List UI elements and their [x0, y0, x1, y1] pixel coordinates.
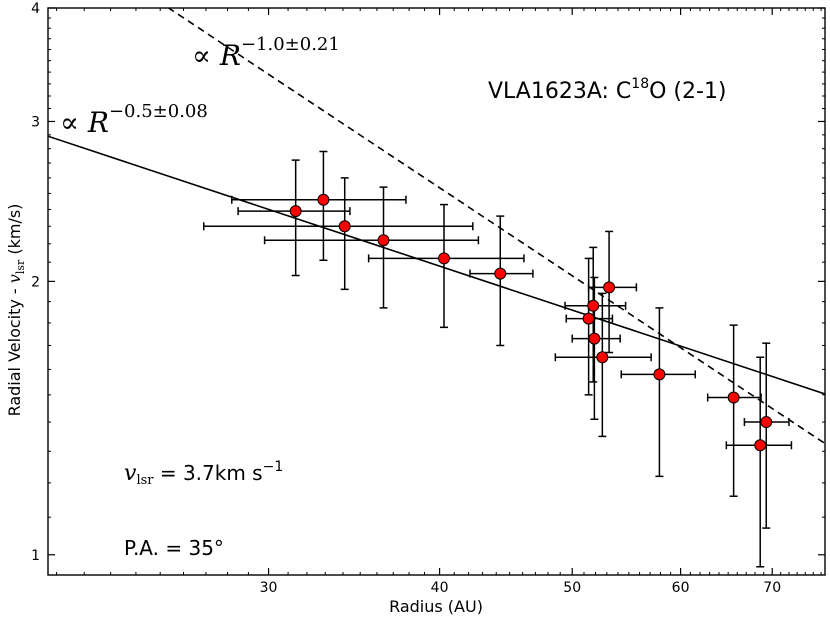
error-bars: [202, 150, 793, 568]
data-point-12: [727, 391, 740, 404]
y-axis-label: Radial Velocity - vlsr (km/s): [5, 204, 27, 417]
error-bar-14: [743, 342, 790, 529]
x-tick-label-3: 60: [672, 580, 690, 596]
data-point-7: [587, 299, 600, 312]
data-point-0: [289, 205, 302, 218]
data-markers: [289, 193, 773, 452]
vlsr-annotation: vlsr = 3.7km s−1: [124, 459, 283, 488]
data-point-13: [754, 439, 767, 452]
x-tick-label-0: 30: [260, 580, 278, 596]
fit-lines: [48, 8, 825, 445]
y-tick-label-1: 2: [31, 274, 40, 290]
error-bar-2: [202, 177, 474, 291]
fit-dashed-var: R: [219, 39, 241, 72]
error-bar-3: [263, 186, 480, 309]
y-axis-label-var: v: [5, 274, 24, 283]
data-point-3: [377, 234, 390, 247]
x-tick-label-1: 40: [431, 580, 449, 596]
data-point-10: [603, 281, 616, 294]
data-point-2: [338, 220, 351, 233]
vlsr-var: v: [124, 461, 137, 486]
error-bar-6: [565, 257, 614, 396]
title-main: VLA1623A: C: [488, 79, 631, 104]
plot-background: [48, 8, 825, 575]
fit-solid-annotation: ∝ R−0.5±0.08: [60, 101, 208, 139]
error-bar-11: [620, 307, 697, 478]
data-point-8: [588, 332, 601, 345]
data-point-4: [438, 252, 451, 265]
plot-frame: [47, 7, 826, 576]
fit-line-solid: [48, 135, 825, 395]
fit-dashed-annotation: ∝ R−1.0±0.21: [192, 34, 340, 72]
vlsr-unit-superscript: −1: [263, 459, 284, 475]
fit-dashed-prefix: ∝: [192, 39, 220, 72]
x-tick-label-4: 70: [763, 580, 781, 596]
axis-ticks: [48, 7, 825, 575]
y-tick-label-2: 3: [31, 114, 40, 130]
chart-title: VLA1623A: C18O (2-1): [488, 76, 727, 104]
position-angle-annotation: P.A. = 35°: [124, 536, 224, 560]
x-axis-label: Radius (AU): [389, 597, 483, 616]
fit-solid-prefix: ∝: [60, 106, 88, 139]
y-axis-label-prefix: Radial Velocity -: [5, 283, 24, 416]
title-superscript: 18: [631, 76, 649, 92]
data-point-14: [760, 416, 773, 429]
y-tick-label-0: 1: [31, 548, 40, 564]
y-tick-label-3: 4: [31, 1, 40, 17]
data-point-6: [582, 312, 595, 325]
fit-solid-var: R: [87, 106, 109, 139]
data-point-11: [653, 368, 666, 381]
data-point-5: [494, 267, 507, 280]
vlsr-value: = 3.7km s: [153, 461, 262, 485]
title-rest: O (2-1): [649, 79, 726, 104]
fit-dashed-exponent: −1.0±0.21: [241, 34, 340, 55]
vlsr-sub: lsr: [136, 473, 154, 488]
y-axis-label-unit: (km/s): [5, 204, 24, 260]
fit-solid-exponent: −0.5±0.08: [109, 101, 208, 122]
x-tick-label-2: 50: [563, 580, 581, 596]
y-axis-label-sub: lsr: [14, 259, 27, 274]
axis-tick-labels: 30 40 50 60 70 1 2 3 4: [31, 1, 781, 596]
data-point-9: [596, 351, 609, 364]
data-point-1: [317, 193, 330, 206]
